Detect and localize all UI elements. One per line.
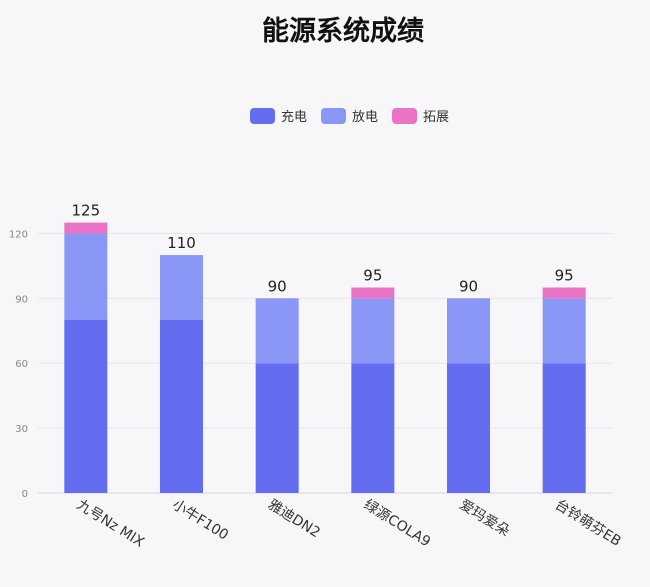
total-label-5: 95 — [555, 267, 574, 285]
bar-1-0 — [160, 319, 203, 493]
total-label-2: 90 — [268, 277, 287, 295]
legend-label-1: 放电 — [352, 110, 378, 125]
bar-5-2 — [542, 287, 586, 299]
total-labels: 125 110 90 95 90 95 — [72, 202, 574, 296]
bars — [64, 222, 586, 493]
category-label-1: 小牛F100 — [169, 497, 231, 544]
legend: 充电 放电 拓展 — [250, 108, 449, 125]
y-tick-label-1: 30 — [15, 424, 28, 435]
category-label-0: 九号Nz MIX — [74, 497, 147, 551]
y-tick-label-3: 90 — [15, 294, 28, 305]
category-label-4: 爱玛爱朵 — [456, 497, 512, 540]
total-label-3: 95 — [363, 267, 382, 285]
bar-5-1 — [542, 298, 586, 364]
bar-5-0 — [542, 363, 586, 493]
x-axis: 九号Nz MIX 小牛F100 雅迪DN2 绿源COLA9 爱玛爱朵 台铃萌芬EB — [74, 497, 624, 551]
legend-swatch-1 — [321, 108, 347, 124]
bar-2-0 — [255, 363, 299, 493]
bar-0-1 — [64, 233, 108, 320]
category-label-5: 台铃萌芬EB — [552, 497, 624, 550]
total-label-1: 110 — [167, 234, 196, 252]
legend-swatch-2 — [392, 108, 418, 124]
y-tick-label-4: 120 — [9, 229, 28, 240]
bar-3-2 — [351, 287, 395, 299]
bar-1-1 — [160, 255, 203, 320]
legend-label-2: 拓展 — [423, 110, 449, 125]
bar-0-2 — [64, 222, 108, 234]
legend-swatch-0 — [250, 108, 275, 124]
bar-4-0 — [447, 363, 490, 493]
grid-lines — [38, 232, 612, 494]
legend-label-0: 充电 — [281, 109, 307, 125]
category-label-3: 绿源COLA9 — [361, 497, 433, 551]
y-tick-label-0: 0 — [22, 489, 28, 500]
bar-3-1 — [351, 298, 395, 364]
bar-4-1 — [447, 298, 490, 364]
total-label-0: 125 — [72, 202, 101, 220]
bar-0-0 — [64, 319, 108, 493]
category-label-2: 雅迪DN2 — [265, 497, 323, 541]
bar-2-1 — [255, 298, 299, 364]
y-axis: 0 30 60 90 120 — [9, 229, 612, 500]
total-label-4: 90 — [459, 277, 478, 295]
bar-3-0 — [351, 363, 395, 493]
chart-title: 能源系统成绩 — [262, 15, 424, 47]
y-tick-label-2: 60 — [15, 359, 28, 370]
